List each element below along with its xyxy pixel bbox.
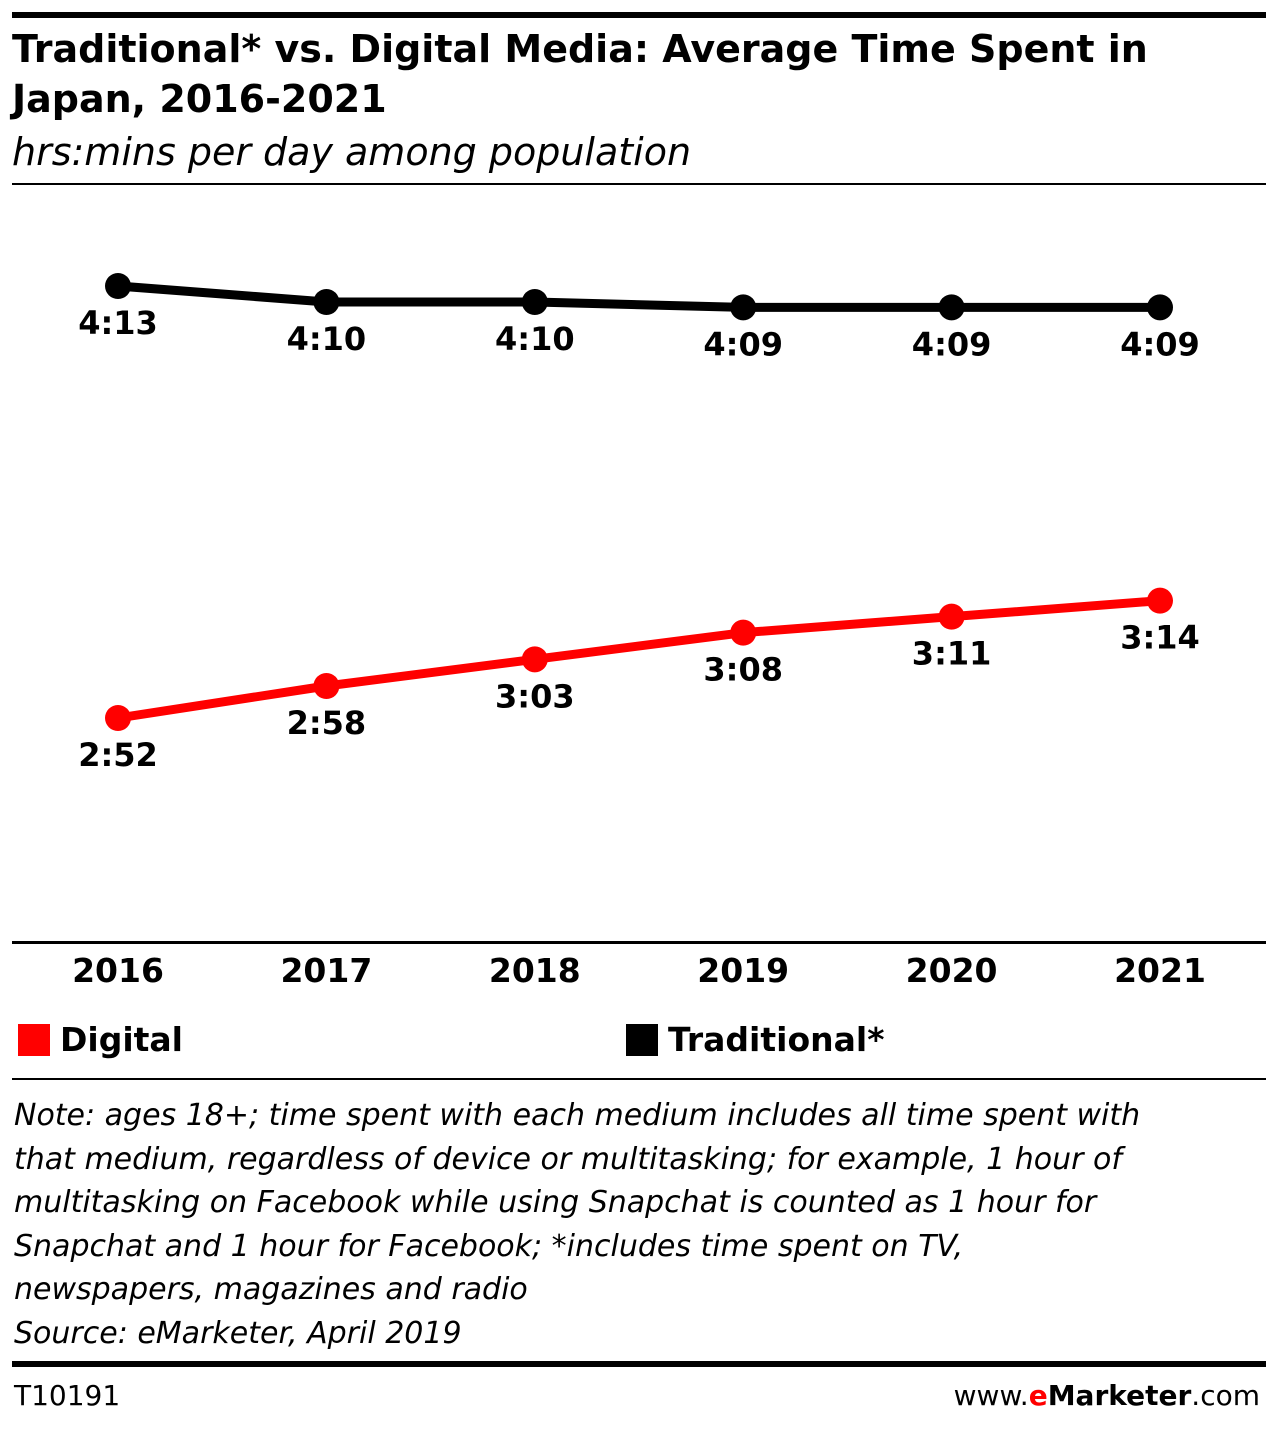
- data-label-digital: 2:52: [78, 736, 158, 774]
- note-line: Note: ages 18+; time spent with each med…: [14, 1098, 1141, 1133]
- data-point-traditional: [105, 273, 131, 299]
- data-label-traditional: 4:13: [78, 304, 158, 342]
- data-point-traditional: [938, 294, 965, 321]
- chart-note: Note: ages 18+; time spent with each med…: [14, 1094, 1264, 1355]
- series-line-digital: [113, 596, 1165, 723]
- x-tick-label: 2020: [906, 951, 998, 990]
- bottom-rule: [12, 1361, 1266, 1367]
- data-point-traditional: [1147, 294, 1173, 321]
- brand-e: e: [1028, 1379, 1048, 1412]
- note-line: multitasking on Facebook while using Sna…: [14, 1185, 1097, 1220]
- series-line-traditional: [113, 281, 1165, 312]
- data-point-traditional: [730, 294, 757, 321]
- x-tick-label: 2017: [280, 951, 372, 990]
- data-label-traditional: 4:09: [703, 325, 783, 363]
- data-point-digital: [521, 646, 548, 673]
- data-label-digital: 3:03: [495, 677, 575, 715]
- brand-name: Marketer: [1047, 1379, 1192, 1412]
- data-point-digital: [730, 619, 757, 646]
- data-point-digital: [313, 673, 340, 699]
- x-axis-line: [12, 941, 1266, 944]
- data-point-digital: [1147, 587, 1173, 614]
- data-label-traditional: 4:09: [912, 325, 992, 363]
- legend-label-digital: Digital: [60, 1020, 183, 1059]
- note-line: Snapchat and 1 hour for Facebook; *inclu…: [14, 1228, 964, 1264]
- legend-item-traditional: Traditional*: [626, 1018, 884, 1062]
- data-point-traditional: [313, 289, 340, 315]
- data-label-digital: 3:08: [703, 651, 783, 689]
- data-point-digital: [938, 603, 965, 630]
- x-tick-label: 2021: [1114, 951, 1206, 990]
- chart-subtitle: hrs:mins per day among population: [12, 130, 692, 174]
- data-point-traditional: [521, 289, 548, 315]
- legend-swatch-traditional: [626, 1024, 658, 1056]
- chart-id: T10191: [14, 1379, 121, 1412]
- chart-title: Traditional* vs. Digital Media: Average …: [12, 27, 1148, 121]
- top-rule: [12, 12, 1266, 18]
- data-point-digital: [105, 705, 131, 731]
- legend-label-traditional: Traditional*: [668, 1020, 885, 1059]
- data-label-traditional: 4:10: [495, 320, 575, 358]
- data-label-traditional: 4:09: [1120, 325, 1200, 363]
- header-rule: [12, 183, 1266, 185]
- x-tick-label: 2018: [489, 951, 581, 990]
- note-rule: [12, 1078, 1266, 1080]
- source-line: Source: eMarketer, April 2019: [14, 1315, 462, 1351]
- brand-prefix: www.: [953, 1379, 1029, 1412]
- data-label-traditional: 4:10: [287, 320, 367, 358]
- brand-suffix: .com: [1191, 1379, 1260, 1412]
- legend-item-digital: Digital: [18, 1018, 183, 1062]
- line-chart: 4:13 4:10 4:10 4:09 4:09 4:09 2:52 2:58 3:03 3:08…: [72, 273, 1206, 990]
- brand-url[interactable]: www.eMarketer.com: [954, 1376, 1260, 1416]
- note-line: newspapers, magazines and radio: [14, 1272, 528, 1307]
- data-label-digital: 2:58: [287, 704, 367, 742]
- x-tick-label: 2019: [697, 951, 789, 990]
- legend-swatch-digital: [18, 1024, 50, 1056]
- x-tick-label: 2016: [72, 951, 164, 990]
- data-label-digital: 3:14: [1120, 619, 1200, 657]
- data-label-digital: 3:11: [912, 635, 992, 673]
- note-line: that medium, regardless of device or mul…: [14, 1141, 1122, 1177]
